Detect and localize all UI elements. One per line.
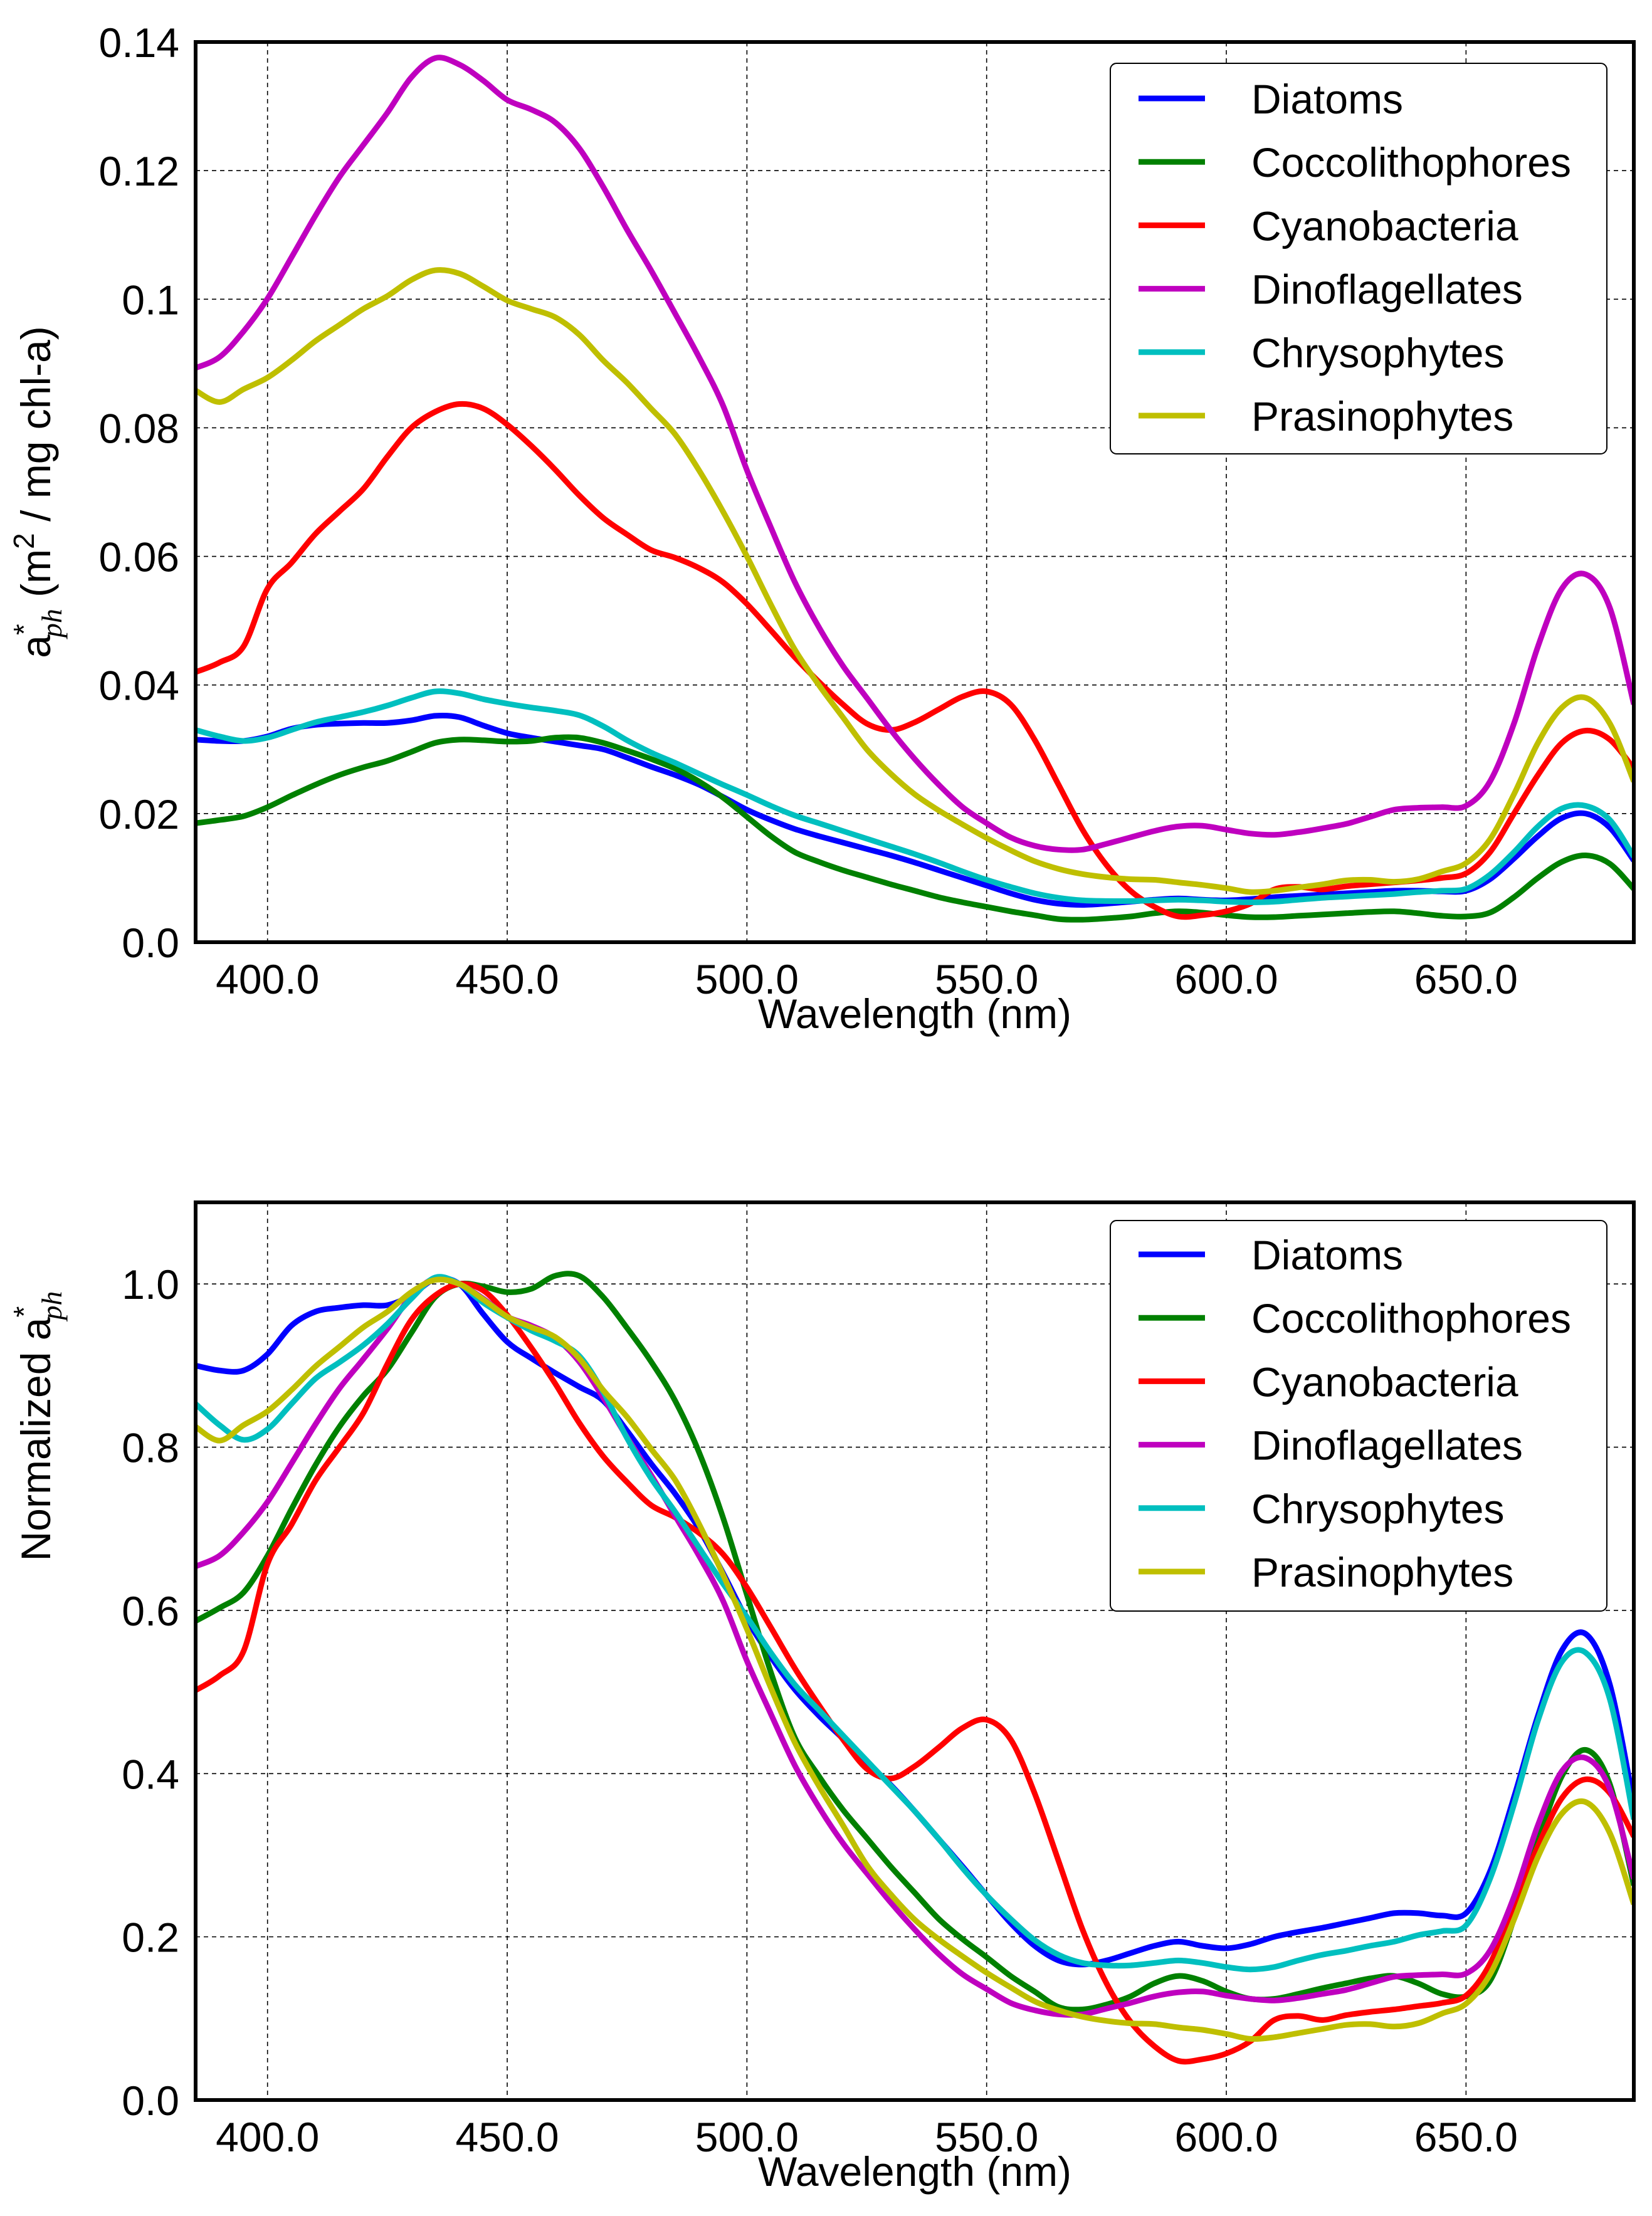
- legend-label: Cyanobacteria: [1251, 1358, 1518, 1405]
- legend-label: Coccolithophores: [1251, 1295, 1571, 1342]
- series-line-prasinophytes: [196, 1276, 1634, 2042]
- x-tick-label: 650.0: [1414, 956, 1518, 1002]
- plot-frame: [194, 40, 1636, 944]
- x-tick-label: 550.0: [935, 956, 1038, 1002]
- series-line-diatoms: [196, 713, 1634, 908]
- series-line-coccolithophores: [196, 734, 1634, 923]
- y-axis-title-units: (m: [13, 549, 59, 609]
- legend-label: Prasinophytes: [1251, 1549, 1513, 1595]
- legend-label: Prasinophytes: [1251, 393, 1513, 439]
- y-axis-title-superscript: *: [8, 624, 40, 635]
- legend-item: Cyanobacteria: [1139, 202, 1518, 249]
- x-tick-label: 650.0: [1414, 2114, 1518, 2160]
- legend-item: Prasinophytes: [1139, 1549, 1513, 1595]
- y-axis-title-superscript: *: [8, 1306, 40, 1318]
- x-tick-labels: 400.0 450.0 500.0 550.0 600.0 650.0: [216, 2114, 1518, 2160]
- x-tick-label: 600.0: [1174, 2114, 1278, 2160]
- legend-frame: [1110, 63, 1607, 454]
- y-tick-labels: 0.0 0.02 0.04 0.06 0.08 0.1 0.12 0.14: [99, 19, 179, 966]
- series-line-cyanobacteria: [196, 1281, 1634, 2065]
- x-tick-label: 450.0: [455, 956, 559, 1002]
- y-tick-label: 0.1: [122, 276, 179, 323]
- x-tick-label: 450.0: [455, 2114, 559, 2160]
- x-axis-title: Wavelength (nm): [758, 990, 1071, 1037]
- x-tick-labels: 400.0 450.0 500.0 550.0 600.0 650.0: [216, 956, 1518, 1002]
- legend-item: Diatoms: [1139, 76, 1403, 122]
- y-tick-label: 0.6: [122, 1588, 179, 1634]
- x-tick-label: 500.0: [695, 2114, 799, 2160]
- x-tick-label: 400.0: [216, 2114, 319, 2160]
- x-tick-label: 400.0: [216, 956, 319, 1002]
- y-axis-title-main: a: [13, 635, 59, 658]
- y-tick-label: 0.12: [99, 148, 179, 194]
- x-tick-label: 500.0: [695, 956, 799, 1002]
- y-tick-label: 1.0: [122, 1261, 179, 1308]
- y-tick-label: 0.08: [99, 405, 179, 451]
- y-axis-title-units-tail: / mg chl-a): [13, 326, 59, 533]
- legend-label: Cyanobacteria: [1251, 202, 1518, 249]
- legend-item: Coccolithophores: [1139, 139, 1571, 186]
- legend-label: Coccolithophores: [1251, 139, 1571, 186]
- legend-label: Dinoflagellates: [1251, 266, 1523, 313]
- legend-label: Chrysophytes: [1251, 1486, 1505, 1532]
- legend-item: Chrysophytes: [1139, 330, 1505, 376]
- y-tick-label: 0.06: [99, 534, 179, 580]
- series-line-dinoflagellates: [196, 55, 1634, 853]
- legend-item: Cyanobacteria: [1139, 1358, 1518, 1405]
- legend-item: Dinoflagellates: [1139, 1422, 1523, 1469]
- y-axis-title-subscript: ph: [36, 609, 68, 639]
- y-tick-label: 0.02: [99, 791, 179, 838]
- y-tick-label: 0.8: [122, 1425, 179, 1471]
- legend-frame: [1110, 1220, 1607, 1612]
- legend-label: Diatoms: [1251, 76, 1403, 122]
- y-tick-label: 0.14: [99, 19, 179, 66]
- gridlines: [196, 1202, 1634, 2100]
- legend-item: Coccolithophores: [1139, 1295, 1571, 1342]
- y-tick-label: 0.0: [122, 2077, 179, 2124]
- normalized-absorption-chart: 400.0 450.0 500.0 550.0 600.0 650.00.00.20.40…: [8, 1200, 1636, 2195]
- y-axis-title-unit-superscript: 2: [8, 533, 40, 549]
- y-tick-label: 0.0: [122, 920, 179, 966]
- absorption-chart: 400.0 450.0 500.0 550.0 600.0 650.00.00.020.0…: [8, 19, 1636, 1037]
- legend-label: Chrysophytes: [1251, 330, 1505, 376]
- x-axis-title: Wavelength (nm): [758, 2148, 1071, 2195]
- y-tick-label: 0.2: [122, 1914, 179, 1961]
- legend: Diatoms Coccolithophores Cyanobacteria Dino…: [1110, 63, 1607, 454]
- legend-item: Chrysophytes: [1139, 1486, 1505, 1532]
- y-tick-label: 0.04: [99, 663, 179, 709]
- legend: Diatoms Coccolithophores Cyanobacteria Dino…: [1110, 1220, 1607, 1612]
- series-line-chrysophytes: [196, 688, 1634, 905]
- y-axis-title-main: Normalized a: [13, 1317, 59, 1561]
- legend-item: Dinoflagellates: [1139, 266, 1523, 313]
- x-tick-label: 600.0: [1174, 956, 1278, 1002]
- y-axis-title-subscript: ph: [36, 1291, 68, 1322]
- plot-frame: [194, 1200, 1636, 2102]
- y-tick-labels: 0.0 0.2 0.4 0.6 0.8 1.0: [122, 1261, 179, 2124]
- y-axis-title: a*ph (m2 / mg chl-a): [8, 326, 68, 658]
- series-lines: [196, 1271, 1634, 2065]
- y-axis-title: Normalized a*ph: [8, 1291, 68, 1562]
- series-line-prasinophytes: [196, 267, 1634, 895]
- legend-label: Dinoflagellates: [1251, 1422, 1523, 1469]
- x-tick-label: 550.0: [935, 2114, 1038, 2160]
- legend-label: Diatoms: [1251, 1232, 1403, 1278]
- legend-item: Diatoms: [1139, 1232, 1403, 1278]
- legend-item: Prasinophytes: [1139, 393, 1513, 439]
- y-tick-label: 0.4: [122, 1751, 179, 1797]
- series-lines: [196, 55, 1634, 923]
